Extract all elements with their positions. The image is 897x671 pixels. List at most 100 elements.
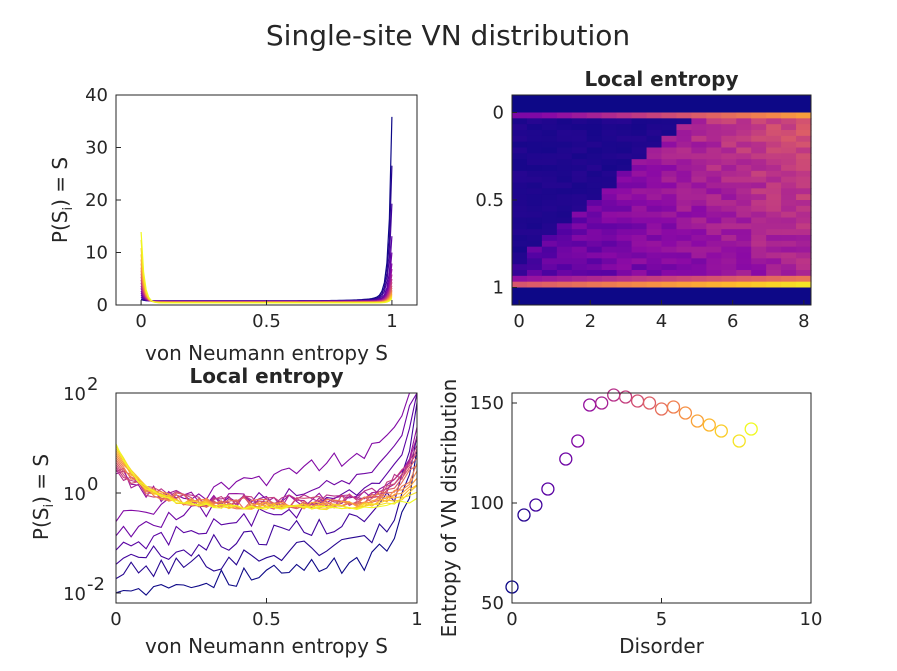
heatmap-cell <box>751 124 767 131</box>
heatmap-cell <box>541 153 558 160</box>
y-axis-label: P(Si) = S <box>48 157 76 243</box>
heatmap-cell <box>691 130 707 137</box>
heatmap-cell <box>646 246 663 254</box>
heatmap-cell <box>706 112 722 119</box>
heatmap-cell <box>766 194 782 201</box>
heatmap-cell <box>631 270 648 277</box>
plot-area <box>512 393 811 603</box>
heatmap-cell <box>706 200 722 207</box>
heatmap-cell <box>796 281 812 289</box>
heatmap-cell <box>601 165 618 172</box>
heatmap-cell <box>601 170 618 178</box>
heatmap-cell <box>512 194 528 201</box>
heatmap-cell <box>721 252 737 259</box>
heatmap-cell <box>736 176 752 184</box>
x-tick-label: 2 <box>585 311 596 332</box>
heatmap-cell <box>586 205 603 213</box>
heatmap-cell <box>631 159 648 166</box>
heatmap-cell <box>751 264 767 271</box>
heatmap-cell <box>796 112 812 119</box>
y-axis-label: P(Si) = S <box>29 454 57 540</box>
heatmap-cell <box>676 188 692 195</box>
heatmap-cell <box>766 153 782 160</box>
heatmap-cell <box>586 194 603 201</box>
heatmap-cell <box>512 240 528 248</box>
heatmap-cell <box>721 141 737 149</box>
heatmap-cell <box>512 217 528 224</box>
heatmap-cell <box>766 118 782 125</box>
heatmap-cell <box>541 112 558 119</box>
heatmap-cell <box>616 118 633 125</box>
axes-frame <box>115 94 418 306</box>
heatmap-cell <box>571 124 588 131</box>
heatmap-cell <box>526 194 543 201</box>
heatmap-cell <box>586 118 603 125</box>
heatmap-cell <box>556 229 573 236</box>
heatmap-cell <box>721 135 737 143</box>
heatmap-cell <box>556 130 573 137</box>
heatmap-cell <box>736 246 752 254</box>
x-tick-label: 6 <box>727 311 738 332</box>
heatmap-cell <box>721 246 737 254</box>
heatmap-cell <box>751 240 767 248</box>
heatmap-cell <box>751 141 767 149</box>
heatmap-cell <box>781 240 797 248</box>
axes-frame <box>115 392 418 604</box>
distribution-line <box>115 453 418 509</box>
heatmap-cell <box>736 188 752 195</box>
heatmap-cell <box>556 135 573 143</box>
heatmap-cell <box>601 258 618 265</box>
heatmap-cell <box>646 153 663 160</box>
heatmap-cell <box>661 124 678 131</box>
heatmap-cell <box>721 281 737 289</box>
heatmap-cell <box>766 135 782 143</box>
heatmap-cell <box>631 205 648 213</box>
heatmap-cell <box>781 141 797 149</box>
heatmap-cell <box>781 223 797 230</box>
data-point-marker <box>529 498 543 512</box>
x-tick-label: 0 <box>110 609 121 630</box>
heatmap-cell <box>691 281 707 289</box>
heatmap-cell <box>541 240 558 248</box>
heatmap-cell <box>736 118 752 125</box>
heatmap-cell <box>661 229 678 236</box>
heatmap-cell <box>631 211 648 219</box>
heatmap-cell <box>796 182 812 189</box>
heatmap-cell <box>796 270 812 277</box>
heatmap-cell <box>631 130 648 137</box>
heatmap-cell <box>631 124 648 131</box>
y-tick-label: 10 <box>63 584 86 605</box>
heatmap-cell <box>781 130 797 137</box>
heatmap-cell <box>541 229 558 236</box>
heatmap-cell <box>646 182 663 189</box>
heatmap-cell <box>586 130 603 137</box>
heatmap-cell <box>556 275 573 283</box>
heatmap-cell <box>616 159 633 166</box>
heatmap-cell <box>571 252 588 259</box>
heatmap-cell <box>556 281 573 289</box>
heatmap-cell <box>676 124 692 131</box>
distribution-line <box>115 443 418 510</box>
heatmap-cell <box>691 200 707 207</box>
heatmap-cell <box>796 217 812 224</box>
heatmap-cell <box>601 182 618 189</box>
heatmap-cell <box>766 264 782 271</box>
y-tick-label: 100 <box>470 493 504 514</box>
heatmap-cell <box>691 135 707 143</box>
heatmap-cell <box>691 252 707 259</box>
heatmap-cell <box>526 159 543 166</box>
heatmap-cell <box>586 170 603 178</box>
heatmap-cell <box>646 205 663 213</box>
distribution-line <box>115 457 418 510</box>
heatmap-cell <box>646 165 663 172</box>
heatmap-cell <box>526 270 543 277</box>
heatmap-cell <box>796 194 812 201</box>
data-point-marker <box>517 508 531 522</box>
heatmap-cell <box>541 188 558 195</box>
y-tick-label: 1 <box>493 278 504 299</box>
heatmap-cell <box>631 223 648 230</box>
heatmap-cell <box>646 275 663 283</box>
heatmap-cell <box>796 170 812 178</box>
heatmap-cell <box>661 176 678 184</box>
heatmap-cell <box>571 217 588 224</box>
